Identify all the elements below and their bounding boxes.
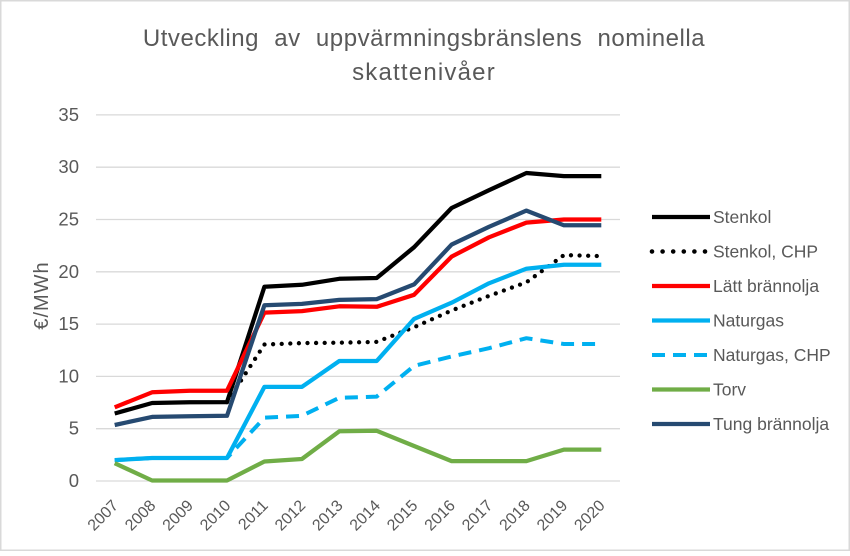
svg-text:30: 30 (58, 156, 79, 177)
svg-text:Naturgas: Naturgas (713, 311, 784, 331)
svg-text:skattenivåer: skattenivåer (352, 59, 496, 86)
svg-text:35: 35 (58, 104, 79, 125)
svg-text:25: 25 (58, 209, 79, 230)
svg-text:Naturgas, CHP: Naturgas, CHP (713, 345, 831, 365)
svg-text:Stenkol: Stenkol (713, 207, 771, 227)
svg-text:20: 20 (58, 261, 79, 282)
svg-text:Torv: Torv (713, 380, 746, 400)
svg-text:10: 10 (58, 365, 79, 386)
svg-text:Utveckling av uppvärmningsbrän: Utveckling av uppvärmningsbränslens nomi… (143, 25, 705, 52)
svg-text:€/MWh: €/MWh (31, 261, 53, 329)
svg-text:15: 15 (58, 313, 79, 334)
svg-text:0: 0 (69, 470, 79, 491)
svg-text:Lätt brännolja: Lätt brännolja (713, 276, 819, 296)
svg-text:5: 5 (69, 418, 79, 439)
svg-text:Stenkol, CHP: Stenkol, CHP (713, 242, 818, 262)
svg-text:Tung brännolja: Tung brännolja (713, 414, 829, 434)
